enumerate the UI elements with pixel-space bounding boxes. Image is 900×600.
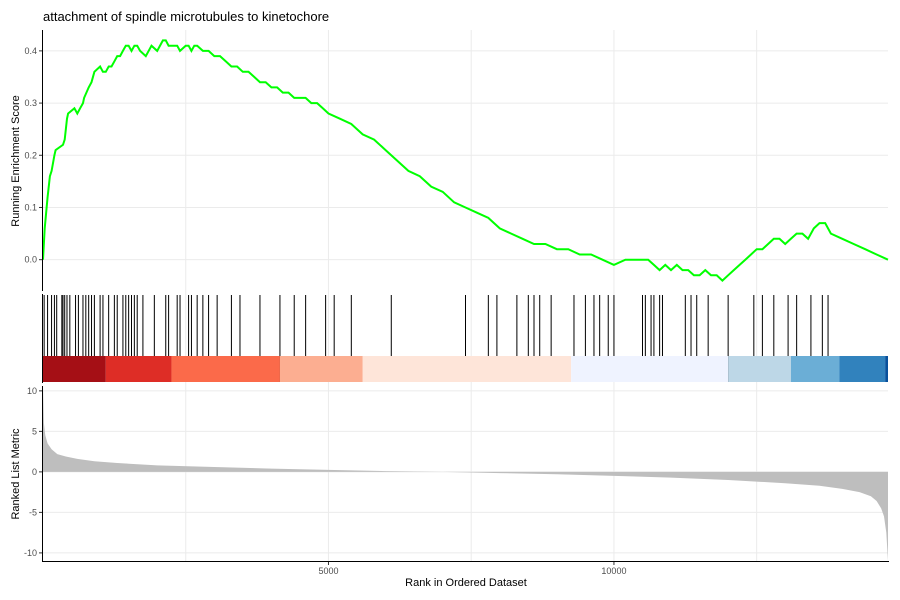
- x-tick-label: 5000: [318, 566, 338, 576]
- ranked-metric-area: [43, 386, 888, 561]
- ranked-metric-y-ticks: 10 5 0 -5 -10: [24, 386, 42, 558]
- running-score-tick-label: 0.4: [24, 46, 37, 56]
- ranked-metric-tick-label: -10: [24, 548, 37, 558]
- ranked-metric-panel: 10 5 0 -5 -10 5000 10000 Ranked List Metric R…: [10, 386, 889, 589]
- ranked-metric-tick-label: -5: [29, 507, 37, 517]
- chart-title: attachment of spindle microtubules to ki…: [43, 9, 329, 24]
- heatmap-band: [105, 356, 172, 382]
- running-score-y-label: Running Enrichment Score: [10, 95, 22, 226]
- x-axis-ticks: 5000 10000: [318, 562, 626, 576]
- heatmap-band: [171, 356, 280, 382]
- running-score-panel: 0.0 0.1 0.2 0.3 0.4 Running Enrichment Score: [10, 30, 889, 291]
- x-tick-label: 10000: [601, 566, 626, 576]
- running-score-gridlines: [43, 50, 888, 261]
- heatmap-band: [279, 356, 363, 382]
- heatmap-band: [790, 356, 840, 382]
- ranked-metric-y-label: Ranked List Metric: [10, 428, 22, 520]
- enrichment-score-line: [42, 39, 889, 282]
- vertical-gridlines: [185, 30, 758, 561]
- heatmap-band: [43, 356, 106, 382]
- running-score-y-ticks: 0.0 0.1 0.2 0.3 0.4: [24, 46, 42, 265]
- x-axis-label: Rank in Ordered Dataset: [405, 577, 527, 589]
- running-score-tick-label: 0.0: [24, 255, 37, 265]
- hits-panel: [42, 294, 888, 383]
- heatmap-band: [885, 356, 888, 382]
- rank-heatmap: [43, 356, 888, 382]
- running-score-tick-label: 0.1: [24, 202, 37, 212]
- ranked-metric-tick-label: 0: [32, 467, 37, 477]
- ranked-metric-tick-label: 5: [32, 426, 37, 436]
- heatmap-band: [839, 356, 886, 382]
- ranked-metric-tick-label: 10: [27, 386, 37, 396]
- heatmap-band: [728, 356, 791, 382]
- running-score-tick-label: 0.3: [24, 98, 37, 108]
- heatmap-band: [571, 356, 729, 382]
- running-score-tick-label: 0.2: [24, 150, 37, 160]
- heatmap-band: [362, 356, 572, 382]
